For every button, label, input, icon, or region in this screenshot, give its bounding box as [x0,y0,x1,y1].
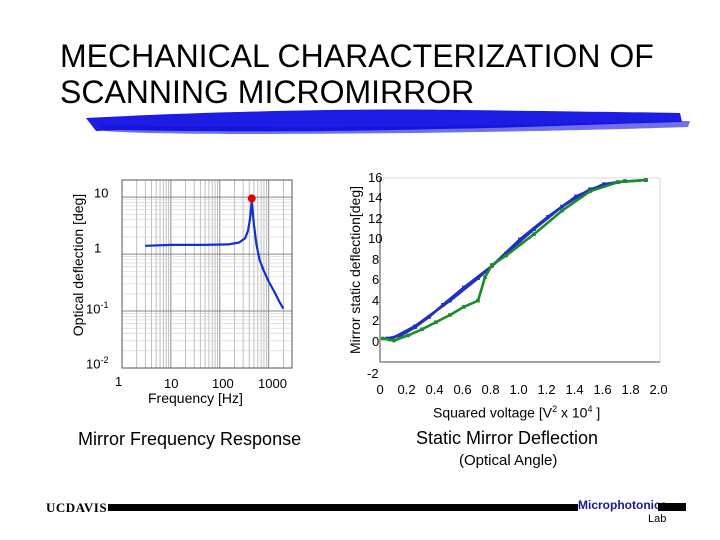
static-data-point [420,327,424,332]
static-data-point [462,285,466,290]
freq-ytick-0p01: 10-2 [86,355,109,372]
static-data-point [560,208,564,213]
static-xtick-label: 1.2 [537,382,556,397]
footer-divider [108,504,578,511]
static-subcaption: (Optical Angle) [459,452,558,469]
static-ytick-label: -2 [367,366,379,381]
static-ytick-label: 2 [372,313,380,329]
freq-ytick-10: 10 [94,185,109,201]
static-xtick-label: 2.0 [649,382,668,397]
frequency-caption: Mirror Frequency Response [78,429,302,449]
title-brush-stroke [86,109,690,134]
static-data-point [448,298,452,303]
static-xtick-label: 0 [376,382,384,397]
static-xtick-label: 0.6 [453,382,472,397]
static-xtick-label: 0.8 [481,382,500,397]
ucdavis-logo: UCDAVIS [46,500,108,515]
static-series-line-2 [382,178,647,342]
freq-xtick-10: 10 [164,376,179,391]
static-ytick-label: 4 [372,292,380,308]
freq-ytick-0p1: 10-1 [86,300,109,317]
static-ytick-label: 16 [368,170,383,185]
frequency-xlabel: Frequency [Hz] [148,390,243,406]
static-data-point [588,189,592,194]
static-xtick-label: 1.4 [565,382,584,397]
static-data-point [504,253,508,258]
static-data-point [518,237,522,242]
freq-xtick-1: 1 [115,374,123,389]
freq-xtick-100: 100 [212,376,234,391]
static-caption: Static Mirror Deflection [416,428,599,448]
static-ytick-label: 0 [372,333,380,349]
resonance-peak-marker [247,194,256,203]
static-data-point [434,320,438,324]
static-data-point [413,324,417,329]
static-data-point [532,227,536,231]
static-data-point [476,298,480,303]
static-data-point [532,232,536,237]
static-xtick-label: 1.6 [593,382,612,397]
static-series-line-1 [389,178,647,341]
freq-xtick-1000: 1000 [258,376,287,391]
static-data-point [399,333,403,338]
static-data-point [616,180,620,184]
static-data-point [504,251,508,256]
static-data-point [644,178,648,182]
title-line-2: SCANNING MICROMIRROR [60,74,475,110]
static-data-point [448,313,452,317]
lab-suffix: Lab [648,513,667,525]
static-data-point [483,275,487,279]
static-data-point [381,336,385,341]
static-data-point [560,204,564,209]
title-line-1: MECHANICAL CHARACTERIZATION OF [60,38,654,74]
static-ytick-label: 10 [368,231,383,247]
static-ytick-label: 8 [372,251,380,267]
static-data-point [406,333,410,338]
static-series-line-0 [386,179,626,340]
static-data-point [476,276,480,280]
static-xtick-label: 0.2 [397,382,416,397]
freq-frame [121,179,293,369]
static-ylabel: Mirror static deflection[deg] [347,185,363,355]
lab-name: Microphotonics [578,498,668,512]
static-data-point [602,182,606,186]
static-ytick-label: 6 [372,272,380,288]
static-ytick-label: 12 [368,210,383,226]
static-data-point [588,187,592,192]
static-data-point [462,305,466,309]
static-xtick-label: 1.8 [621,382,640,397]
static-data-point [392,338,396,343]
static-data-point [490,263,494,267]
freq-ytick-1: 1 [94,240,102,256]
static-xtick-label: 0.4 [425,382,444,397]
static-ytick-label: 14 [368,190,383,206]
freq-grid [121,179,293,369]
footer-divider-right [658,503,686,511]
page-title: MECHANICAL CHARACTERIZATION OF SCANNING … [60,38,700,110]
static-xtick-label: 1.0 [509,382,528,397]
static-xlabel: Squared voltage [V2 x 104 ] [433,404,601,421]
